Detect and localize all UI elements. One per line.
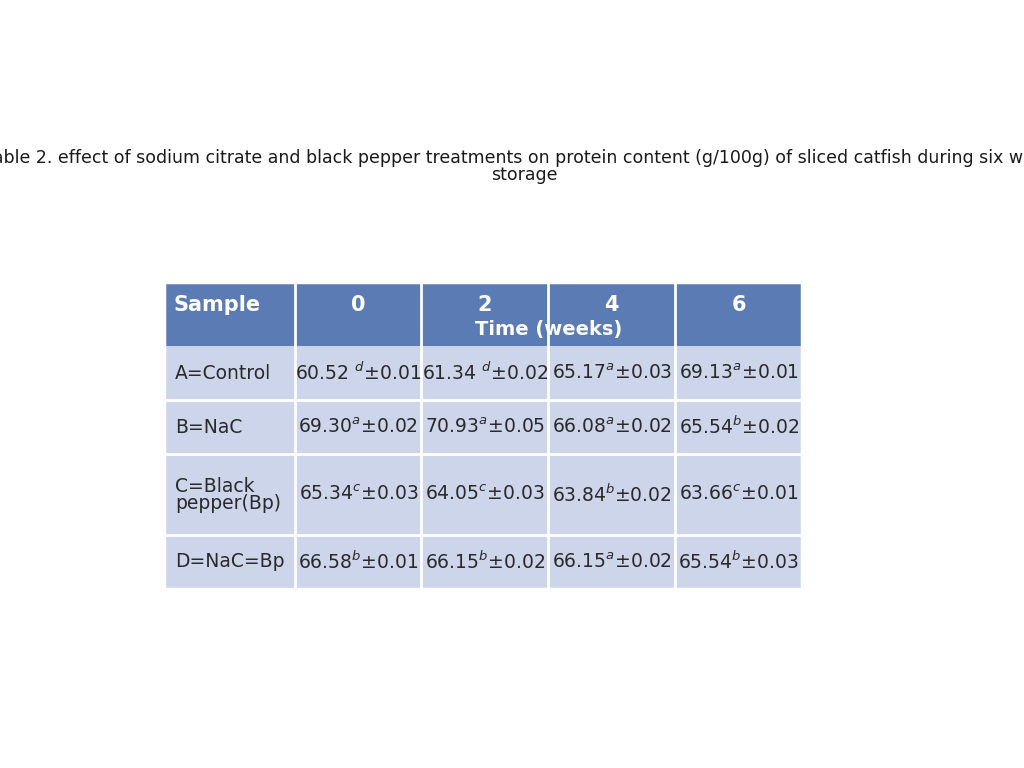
- Text: storage: storage: [492, 166, 558, 184]
- Text: 66.58$^{b}$±0.01: 66.58$^{b}$±0.01: [298, 551, 419, 573]
- Bar: [165, 283, 802, 589]
- Text: 61.34 $^{d}$±0.02: 61.34 $^{d}$±0.02: [422, 362, 548, 384]
- Text: 60.52 $^{d}$±0.01: 60.52 $^{d}$±0.01: [295, 362, 422, 384]
- Text: Sample: Sample: [174, 296, 261, 316]
- Bar: [165, 346, 802, 400]
- Text: 64.05$^{c}$±0.03: 64.05$^{c}$±0.03: [425, 485, 545, 504]
- Text: pepper(Bp): pepper(Bp): [175, 495, 282, 513]
- Text: 70.93$^{a}$±0.05: 70.93$^{a}$±0.05: [425, 418, 545, 437]
- Text: C=Black: C=Black: [175, 477, 255, 496]
- Text: 65.54$^{b}$±0.03: 65.54$^{b}$±0.03: [679, 551, 799, 573]
- Bar: [165, 535, 802, 589]
- Text: A=Control: A=Control: [175, 364, 271, 382]
- Text: 65.34$^{c}$±0.03: 65.34$^{c}$±0.03: [299, 485, 418, 504]
- Text: D=NaC=Bp: D=NaC=Bp: [175, 552, 285, 571]
- Text: 66.15$^{a}$±0.02: 66.15$^{a}$±0.02: [552, 552, 672, 571]
- Text: 66.08$^{a}$±0.02: 66.08$^{a}$±0.02: [552, 418, 672, 437]
- Bar: [165, 454, 802, 535]
- Text: 63.66$^{c}$±0.01: 63.66$^{c}$±0.01: [679, 485, 799, 504]
- Text: 6: 6: [731, 296, 746, 316]
- Bar: [165, 283, 802, 346]
- Text: 65.17$^{a}$±0.03: 65.17$^{a}$±0.03: [552, 363, 672, 383]
- Text: 65.54$^{b}$±0.02: 65.54$^{b}$±0.02: [679, 416, 799, 439]
- Text: 2: 2: [477, 296, 493, 316]
- Text: 4: 4: [604, 296, 620, 316]
- Text: 0: 0: [351, 296, 366, 316]
- Text: Time (weeks): Time (weeks): [475, 319, 623, 339]
- Bar: [165, 400, 802, 454]
- Text: 69.30$^{a}$±0.02: 69.30$^{a}$±0.02: [298, 418, 419, 437]
- Text: Table 2. effect of sodium citrate and black pepper treatments on protein content: Table 2. effect of sodium citrate and bl…: [0, 149, 1024, 167]
- Text: 66.15$^{b}$±0.02: 66.15$^{b}$±0.02: [425, 551, 545, 573]
- Text: 63.84$^{b}$±0.02: 63.84$^{b}$±0.02: [552, 483, 672, 505]
- Text: 69.13$^{a}$±0.01: 69.13$^{a}$±0.01: [679, 363, 799, 383]
- Text: B=NaC: B=NaC: [175, 418, 243, 437]
